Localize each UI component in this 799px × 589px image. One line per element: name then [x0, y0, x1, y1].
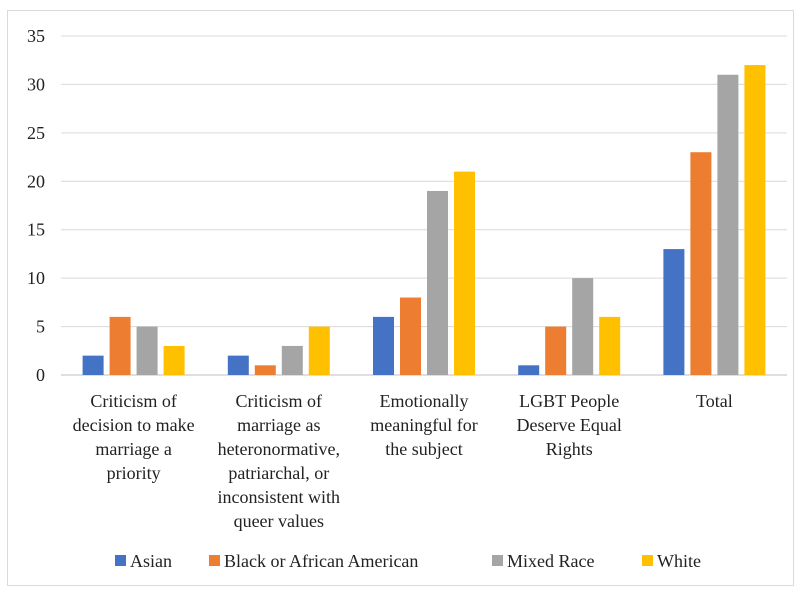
bar-asian-4 [663, 249, 685, 375]
legend: Asian Black or African American Mixed Race… [115, 551, 701, 571]
y-tick-label: 15 [27, 220, 45, 240]
category-label: decision to make [73, 415, 195, 435]
bar-mixed-race-3 [572, 278, 594, 375]
bar-mixed-race-1 [281, 345, 303, 375]
category-label: Criticism of [90, 391, 177, 411]
bar-mixed-race-2 [427, 190, 448, 375]
bar-asian-2 [373, 316, 394, 375]
x-axis-labels: Criticism of decision to make marriage a pr… [73, 391, 733, 531]
y-tick-label: 10 [27, 268, 45, 288]
bars [82, 65, 766, 376]
bar-mixed-race-4 [717, 74, 739, 375]
bar-white-3 [599, 316, 621, 375]
y-tick-label: 25 [27, 123, 45, 143]
bar-white-4 [744, 65, 766, 376]
category-label: inconsistent with [218, 487, 341, 507]
y-tick-label: 5 [36, 317, 45, 337]
bar-black-or-african-american-4 [690, 152, 712, 375]
y-tick-label: 30 [27, 74, 45, 94]
bar-black-or-african-american-0 [109, 316, 131, 375]
y-tick-label: 35 [27, 26, 45, 46]
category-label: the subject [385, 439, 462, 459]
legend-label: Black or African American [224, 551, 418, 571]
chart-frame [7, 10, 794, 586]
bar-black-or-african-american-3 [545, 326, 567, 375]
category-label: queer values [234, 511, 324, 531]
legend-swatch [642, 555, 653, 566]
bar-asian-1 [227, 355, 249, 375]
category-label: Criticism of [236, 391, 323, 411]
category-label: patriarchal, or [228, 463, 329, 483]
category-label: priority [107, 463, 161, 483]
bar-white-1 [308, 326, 330, 375]
category-label: Rights [546, 439, 593, 459]
bar-white-0 [163, 345, 185, 375]
category-label: heteronormative, [218, 439, 340, 459]
category-label: Deserve Equal [516, 415, 621, 435]
legend-label: Asian [130, 551, 172, 571]
y-axis-ticks: 0 5 10 15 20 25 30 35 [27, 26, 45, 385]
category-label: LGBT People [519, 391, 619, 411]
legend-swatch [115, 555, 126, 566]
category-label: meaningful for [370, 415, 477, 435]
bar-white-2 [454, 171, 475, 375]
legend-label: Mixed Race [507, 551, 594, 571]
legend-label: White [657, 551, 701, 571]
legend-swatch [209, 555, 220, 566]
bar-asian-3 [518, 365, 540, 375]
bar-black-or-african-american-2 [400, 297, 421, 375]
legend-swatch [492, 555, 503, 566]
bar-mixed-race-0 [136, 326, 158, 375]
category-label: Total [696, 391, 733, 411]
bar-asian-0 [82, 355, 104, 375]
category-label: marriage a [95, 439, 171, 459]
category-label: Emotionally [380, 391, 469, 411]
bar-black-or-african-american-1 [254, 365, 276, 375]
y-tick-label: 20 [27, 171, 45, 191]
y-tick-label: 0 [36, 365, 45, 385]
category-label: marriage as [237, 415, 320, 435]
